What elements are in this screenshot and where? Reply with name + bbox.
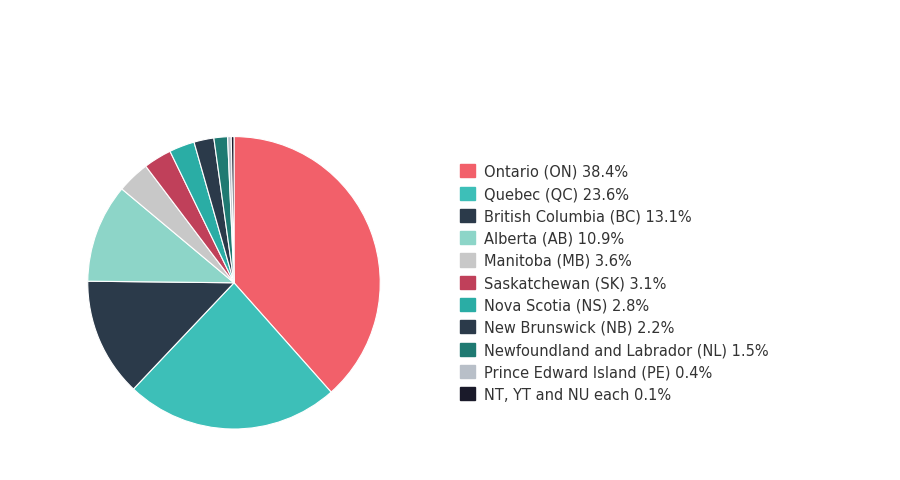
Wedge shape [228, 137, 234, 283]
Wedge shape [231, 137, 234, 283]
Wedge shape [133, 283, 331, 429]
Wedge shape [88, 190, 234, 283]
Wedge shape [146, 152, 234, 283]
Text: Percent of Canada's Population (2011): Percent of Canada's Population (2011) [194, 46, 706, 70]
Wedge shape [88, 282, 234, 389]
Wedge shape [214, 137, 234, 283]
Wedge shape [170, 143, 234, 283]
Wedge shape [234, 137, 380, 392]
Wedge shape [194, 139, 234, 283]
Legend: Ontario (ON) 38.4%, Quebec (QC) 23.6%, British Columbia (BC) 13.1%, Alberta (AB): Ontario (ON) 38.4%, Quebec (QC) 23.6%, B… [457, 162, 771, 405]
Wedge shape [122, 167, 234, 283]
